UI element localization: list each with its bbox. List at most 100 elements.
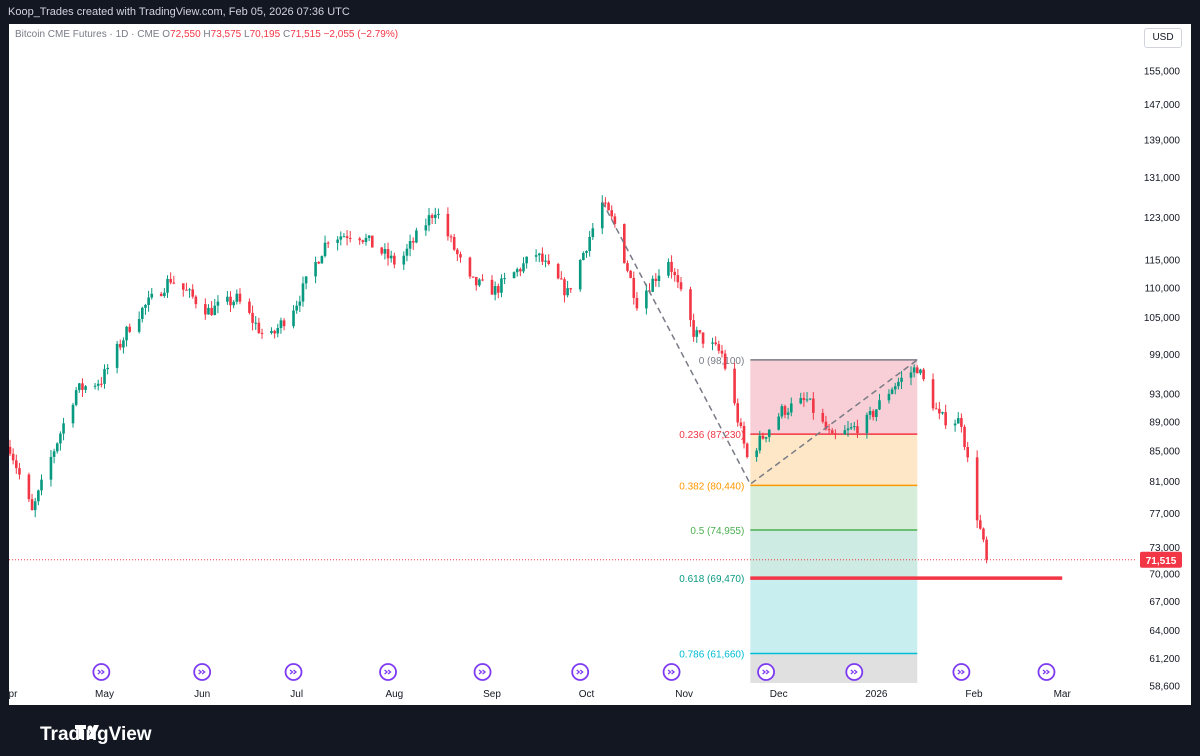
candle: [953, 419, 957, 432]
candle: [433, 207, 437, 225]
candle: [500, 274, 503, 298]
x-tick-label: Mar: [1054, 689, 1072, 700]
candle: [27, 472, 31, 503]
candle: [689, 286, 692, 327]
candle: [229, 291, 232, 312]
candle: [541, 247, 544, 265]
candle: [808, 398, 812, 401]
candle: [393, 252, 396, 269]
candle: [304, 276, 308, 290]
y-tick-label: 123,000: [1144, 213, 1181, 224]
candle: [830, 427, 834, 434]
open-label: O: [162, 29, 171, 40]
chart-pane[interactable]: 0 (98,100) 0.236 (87,230) 0.382 (80,440) 0.…: [9, 24, 1191, 705]
candle: [591, 222, 595, 240]
candle: [519, 267, 522, 277]
y-tick-label: 64,000: [1149, 626, 1180, 637]
event-marker-icon[interactable]: [662, 663, 681, 681]
candle: [623, 223, 626, 264]
x-tick-label: May: [95, 689, 114, 700]
tradingview-logo-icon: [75, 725, 99, 739]
candle: [11, 448, 15, 465]
candle: [887, 389, 891, 404]
fib-zone-3: [750, 530, 918, 579]
candle: [934, 402, 938, 410]
candle: [852, 421, 856, 431]
candle: [339, 231, 343, 246]
event-marker-icon[interactable]: [284, 663, 303, 681]
candle: [345, 230, 349, 246]
candle: [985, 536, 988, 564]
event-marker-icon[interactable]: [379, 663, 397, 681]
symbol-name: Bitcoin CME Futures · 1D · CME: [15, 29, 160, 40]
candle: [497, 283, 500, 299]
candle: [84, 385, 87, 393]
candle: [534, 249, 538, 262]
candle: [582, 251, 585, 261]
candle: [802, 392, 806, 407]
candle: [386, 242, 390, 266]
footer-brand: TradingView: [40, 724, 152, 745]
close-label: C: [282, 29, 291, 40]
symbol-legend: Bitcoin CME Futures · 1D · CME O72,550 H…: [15, 29, 398, 40]
fib-level-label: 0.236 (87,230): [679, 430, 744, 441]
candle: [745, 442, 749, 459]
footer-bar: TradingView: [0, 705, 1200, 756]
candle: [786, 407, 790, 420]
event-marker-icon[interactable]: [92, 663, 111, 681]
event-marker-icon[interactable]: [473, 663, 492, 681]
candle: [270, 327, 273, 335]
event-marker-icon[interactable]: [952, 663, 971, 681]
candle: [875, 409, 878, 422]
candle: [868, 406, 872, 420]
candle: [944, 404, 947, 429]
candle: [493, 281, 497, 301]
candle: [777, 413, 780, 431]
event-marker-icon[interactable]: [193, 663, 212, 681]
candle: [216, 295, 220, 314]
currency-button[interactable]: USD: [1144, 28, 1182, 48]
change-value: −2,055 (−2.79%): [323, 29, 399, 40]
candle: [471, 276, 475, 279]
candle: [563, 277, 566, 303]
candle: [348, 231, 352, 243]
candle: [115, 340, 119, 374]
x-tick-label: Nov: [675, 689, 693, 700]
candle: [159, 291, 163, 297]
event-marker-icon[interactable]: [571, 663, 590, 681]
candle: [560, 271, 563, 280]
candle: [40, 474, 43, 496]
candle: [600, 195, 604, 235]
candle: [799, 392, 803, 405]
y-tick-label: 85,000: [1149, 447, 1180, 458]
candle: [282, 318, 286, 331]
y-tick-label: 93,000: [1149, 390, 1180, 401]
candle: [975, 450, 979, 528]
candle: [956, 412, 960, 424]
candle: [717, 340, 721, 354]
candle: [714, 336, 717, 346]
candle: [30, 493, 34, 511]
price-chart[interactable]: 0 (98,100) 0.236 (87,230) 0.382 (80,440) 0.…: [9, 24, 1191, 705]
candle: [415, 227, 418, 244]
event-marker-icon[interactable]: [757, 663, 775, 681]
candle: [257, 317, 261, 334]
candle: [673, 268, 677, 282]
candle: [764, 436, 768, 443]
candle: [452, 234, 456, 252]
event-marker-icon[interactable]: [1037, 663, 1056, 681]
x-tick-label: Jun: [194, 689, 210, 700]
last-price-label: 71,515: [1146, 556, 1177, 567]
candle: [141, 306, 144, 323]
candle: [292, 305, 295, 329]
candle: [33, 497, 37, 518]
candle: [544, 254, 547, 268]
candle: [827, 424, 831, 435]
candle: [106, 364, 109, 375]
header-title: Koop_Trades created with TradingView.com…: [8, 6, 350, 18]
fib-zone-2: [750, 485, 918, 531]
close-value: 71,515: [290, 29, 321, 40]
candle: [742, 421, 746, 449]
event-marker-icon[interactable]: [845, 663, 864, 681]
candle: [679, 277, 683, 292]
